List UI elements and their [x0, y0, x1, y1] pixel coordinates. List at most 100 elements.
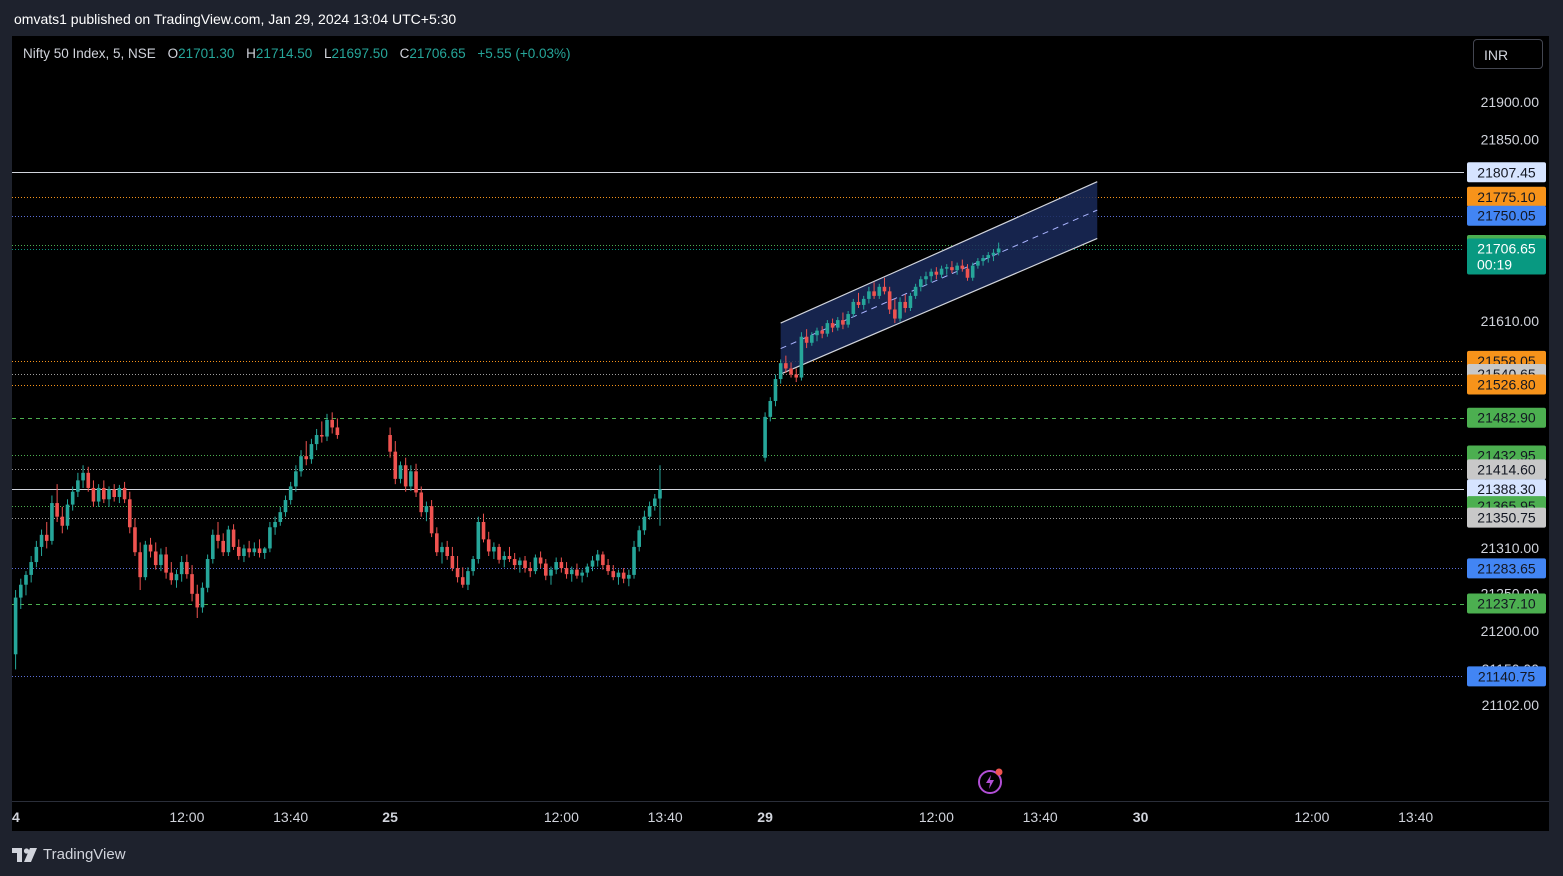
candle: [236, 539, 241, 560]
candle: [460, 567, 465, 588]
candle: [841, 312, 845, 330]
candle: [810, 332, 814, 346]
candle: [606, 559, 610, 575]
candle: [190, 565, 194, 602]
candle: [632, 540, 636, 579]
level-badge-text: 21482.90: [1477, 410, 1536, 426]
candle: [882, 277, 887, 295]
candle: [262, 546, 267, 560]
candle: [913, 283, 918, 299]
candle: [424, 501, 429, 522]
candle: [924, 271, 928, 286]
candle: [96, 484, 101, 507]
candle: [143, 540, 148, 581]
channel-lower-line[interactable]: [780, 237, 1098, 375]
top-bar: omvats1 published on TradingView.com, Ja…: [0, 0, 1563, 36]
candle: [211, 529, 215, 564]
symbol-legend: Nifty 50 Index, 5, NSE O21701.30 H21714.…: [23, 46, 571, 61]
level-badge: [1467, 593, 1546, 614]
high-value: 21714.50: [255, 46, 313, 61]
low-label: L: [324, 46, 332, 61]
candle: [658, 465, 662, 526]
level-badge-text: 21140.75: [1478, 668, 1536, 684]
candle: [538, 551, 543, 569]
candle: [325, 413, 329, 442]
time-tick-label: 12:00: [169, 809, 204, 825]
time-tick-label: 30: [1133, 809, 1149, 825]
candle: [398, 461, 403, 484]
candle: [471, 555, 475, 576]
price-tick-label: 21610.00: [1481, 313, 1540, 329]
candle: [872, 282, 876, 299]
candle: [24, 571, 28, 596]
candle: [497, 543, 501, 564]
candle: [179, 555, 184, 582]
candle: [388, 427, 392, 458]
currency-button[interactable]: INR: [1473, 39, 1543, 69]
candle: [642, 510, 647, 535]
last-price-badge-text: 21706.65: [1477, 241, 1536, 257]
candle: [830, 318, 835, 333]
time-tick-label: 29: [757, 809, 773, 825]
candle: [148, 537, 153, 558]
level-badge-text: 21388.30: [1477, 481, 1536, 497]
channel-upper-line[interactable]: [780, 181, 1098, 324]
candle: [185, 554, 189, 579]
candle: [403, 457, 408, 492]
level-badge-text: 21526.80: [1477, 377, 1536, 393]
price-tick-label: 21102.00: [1482, 697, 1540, 713]
candle: [455, 555, 460, 583]
candle: [445, 540, 449, 560]
candle: [164, 546, 168, 579]
candle: [409, 465, 413, 491]
time-tick-label: 13:40: [648, 809, 683, 825]
candle: [127, 491, 132, 534]
candle: [569, 566, 574, 582]
close-value: 21706.65: [409, 46, 466, 61]
candle: [590, 555, 595, 572]
candle: [133, 518, 137, 556]
candle: [278, 506, 283, 526]
parallel-channel[interactable]: [780, 181, 1098, 375]
open-label: O: [167, 46, 179, 61]
candle: [138, 542, 142, 591]
candle: [512, 552, 517, 570]
tradingview-logo[interactable]: TradingView: [12, 846, 126, 863]
flash-alert-icon[interactable]: [977, 767, 1005, 795]
time-scale[interactable]: [12, 801, 1549, 831]
candle: [65, 499, 70, 530]
candle: [283, 495, 288, 517]
level-badge: [1467, 507, 1546, 528]
candle: [486, 531, 491, 556]
candle: [169, 562, 174, 585]
tradingview-logo-icon: [12, 847, 37, 862]
candle: [970, 262, 975, 281]
price-tick-label: 21310.00: [1481, 540, 1540, 556]
candle: [929, 268, 933, 283]
candle: [637, 525, 642, 552]
candle: [861, 295, 866, 310]
candle: [784, 355, 788, 374]
chart-area[interactable]: 21950.0021900.0021850.0021610.0021310.00…: [12, 36, 1549, 831]
candle: [820, 326, 824, 339]
candle: [39, 529, 44, 556]
level-badge: [1467, 459, 1546, 480]
candle: [981, 255, 985, 266]
level-badge-text: 21414.60: [1477, 461, 1536, 477]
candle: [815, 327, 819, 342]
level-badge-text: 21350.75: [1477, 510, 1536, 526]
candle: [34, 540, 39, 568]
level-badge: [1467, 162, 1546, 183]
candle: [877, 283, 882, 299]
candle: [944, 264, 949, 275]
change-value: +5.55 (+0.03%): [477, 46, 571, 61]
candle: [898, 297, 902, 322]
candle: [908, 292, 913, 312]
candle: [231, 524, 236, 550]
candle: [976, 258, 980, 269]
candle: [200, 582, 205, 613]
candle: [991, 249, 996, 262]
price-chart[interactable]: 21950.0021900.0021850.0021610.0021310.00…: [12, 36, 1549, 831]
candle: [153, 542, 158, 570]
candle: [91, 480, 96, 507]
